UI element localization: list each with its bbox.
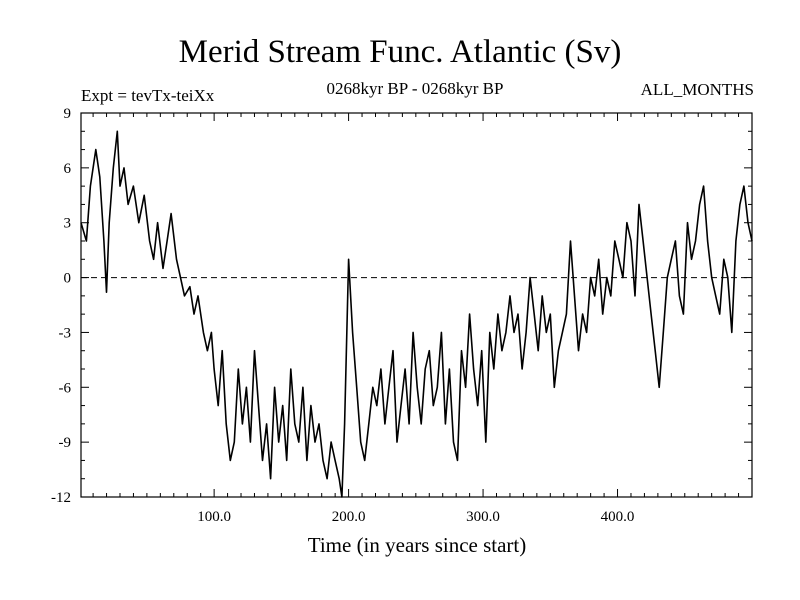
y-tick-label: 0 (64, 271, 72, 287)
plot-frame (80, 112, 753, 498)
x-tick-label: 300.0 (466, 509, 500, 525)
tick-labels: 100.0 200.0 300.0 400.0 9 6 3 0 -3 -6 -9 -12 (51, 106, 634, 525)
y-tick-label: 9 (64, 106, 72, 122)
months-label: ALL_MONTHS (640, 80, 754, 99)
x-tick-label: 200.0 (332, 509, 366, 525)
y-tick-label: -6 (59, 380, 72, 396)
x-axis-label: Time (in years since start) (307, 533, 527, 557)
y-tick-label: -3 (59, 325, 72, 341)
period-label: 0268kyr BP - 0268kyr BP (326, 79, 504, 98)
x-tick-label: 400.0 (601, 509, 635, 525)
axis-ticks (81, 112, 752, 498)
chart-title: Merid Stream Func. Atlantic (Sv) (178, 34, 622, 70)
y-tick-label: 3 (64, 216, 72, 232)
experiment-label: Expt = tevTx-teiXx (81, 86, 215, 105)
y-tick-label: -12 (51, 490, 71, 506)
x-tick-label: 100.0 (197, 509, 231, 525)
series-line (80, 130, 753, 498)
y-tick-label: 6 (64, 161, 72, 177)
y-tick-label: -9 (59, 435, 72, 451)
